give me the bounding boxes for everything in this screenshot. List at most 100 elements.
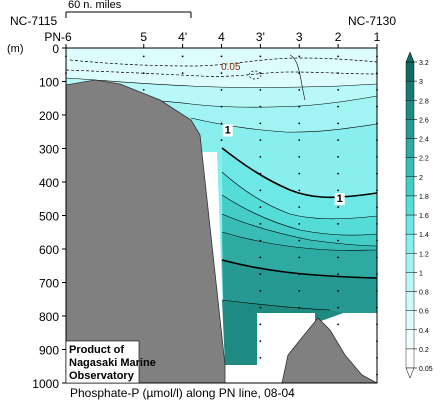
colorbar-segment — [405, 100, 415, 120]
sample-dot — [337, 256, 340, 259]
sample-dot — [337, 105, 340, 108]
sample-dot — [337, 222, 340, 225]
contour-surface-ridge — [289, 54, 306, 101]
colorbar-segment — [405, 233, 415, 254]
sample-dot — [259, 356, 262, 359]
sample-dot — [298, 239, 301, 242]
colorbar-segment — [405, 61, 415, 82]
y-tick-label: 800 — [39, 310, 59, 324]
station-labels: PN-6 5 4' 4 3' 3 2 1 — [44, 30, 381, 48]
contour-0-4 — [66, 77, 377, 88]
colorbar-segment — [405, 176, 415, 197]
station-label: 2 — [335, 30, 342, 44]
sample-dot — [298, 88, 301, 91]
colorbar-tick-label: 0.05 — [419, 366, 433, 373]
sample-dot — [220, 122, 223, 125]
station-label: 5 — [140, 30, 147, 44]
y-tick-label: 300 — [39, 143, 59, 157]
y-tick-label: 100 — [39, 76, 59, 90]
sample-dot — [259, 88, 262, 91]
colorbar-tick-label: 2.8 — [419, 98, 429, 105]
sample-dot — [337, 139, 340, 142]
contour-label: 1 — [225, 124, 231, 136]
y-unit-label: (m) — [7, 43, 24, 55]
colorbar-tick-label: 1.8 — [419, 194, 429, 201]
sample-dot — [259, 139, 262, 142]
colorbar-tick-label: 2.6 — [419, 117, 429, 124]
sample-dot — [337, 88, 340, 91]
sample-dot — [298, 105, 301, 108]
sample-dot — [298, 55, 301, 58]
colorbar-tick-label: 2.2 — [419, 156, 429, 163]
sample-dot — [298, 222, 301, 225]
sample-dot — [298, 122, 301, 125]
sample-dot — [259, 206, 262, 209]
y-tick-label: 400 — [39, 176, 59, 190]
sample-dot — [259, 289, 262, 292]
colorbar-tick-label: 1.2 — [419, 251, 429, 258]
right-station-label: NC-7130 — [348, 14, 396, 28]
colorbar-segment — [405, 253, 415, 273]
colorbar-segment — [405, 119, 415, 139]
sample-dot — [259, 340, 262, 343]
colorbar-segment — [405, 329, 415, 350]
sample-dot — [220, 72, 223, 75]
contour-fills — [66, 48, 377, 365]
y-tick-label: 500 — [39, 210, 59, 224]
sample-dot — [337, 189, 340, 192]
sample-dot — [259, 155, 262, 158]
sample-dot — [337, 122, 340, 125]
contour-label: 1 — [337, 193, 343, 205]
colorbar-top-arrow — [405, 51, 415, 63]
y-tick-label: 0 — [52, 42, 59, 56]
colorbar-tick-label: 2.4 — [419, 137, 429, 144]
sample-dot — [298, 139, 301, 142]
station-label: PN-6 — [44, 30, 72, 44]
sample-dot — [142, 72, 145, 75]
sample-dot — [337, 306, 340, 309]
sample-dot — [259, 55, 262, 58]
sample-dot — [259, 323, 262, 326]
colorbar-segment — [405, 138, 415, 158]
sample-dot — [337, 206, 340, 209]
contour-0-8 — [190, 117, 377, 133]
sample-dot — [298, 155, 301, 158]
sample-dot — [259, 256, 262, 259]
sample-dot — [298, 172, 301, 175]
colorbar-tick-label: 1.6 — [419, 213, 429, 220]
credit-line-1: Product of — [69, 344, 124, 356]
sample-dot — [259, 222, 262, 225]
colorbar-segment — [405, 157, 415, 177]
seafloor-basin — [281, 317, 378, 384]
contour-0-2 — [66, 69, 377, 77]
station-label: 4' — [178, 30, 187, 44]
contour-0-2-eddy — [248, 70, 262, 80]
contour-0-05 — [69, 57, 377, 67]
sample-dot — [337, 323, 340, 326]
colorbar-segment — [405, 80, 415, 101]
y-tick-label: 600 — [39, 243, 59, 257]
y-axis: 0 100 200 300 400 500 600 700 800 900 1000 — [32, 42, 66, 391]
sample-dot — [259, 105, 262, 108]
colorbar-segment — [405, 214, 415, 235]
sample-dot — [259, 273, 262, 276]
y-tick-label: 200 — [39, 109, 59, 123]
colorbar-tick-label: 0.4 — [419, 328, 429, 335]
colorbar-tick-label: 0.2 — [419, 347, 429, 354]
sample-dot — [220, 88, 223, 91]
sample-dot — [259, 306, 262, 309]
sample-dot — [259, 72, 262, 75]
sample-dot — [259, 122, 262, 125]
colorbar-tick-label: 1.4 — [419, 232, 429, 239]
credit-line-2: Nagasaki Marine — [69, 357, 156, 369]
station-label: 4 — [218, 30, 225, 44]
colorbar-tick-label: 0.8 — [419, 290, 429, 297]
sample-dot — [337, 239, 340, 242]
sample-dot — [220, 55, 223, 58]
contour-label: 0.05 — [221, 62, 241, 73]
left-station-label: NC-7115 — [10, 14, 57, 28]
contour-1-8 — [221, 231, 377, 251]
station-label: 1 — [374, 30, 381, 44]
scale-bar-label: 60 n. miles — [68, 0, 122, 11]
